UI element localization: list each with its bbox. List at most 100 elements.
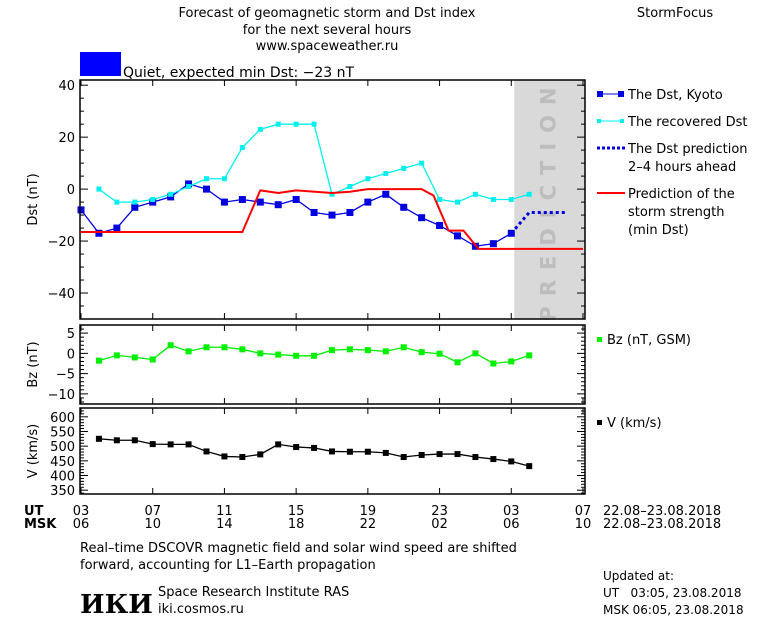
data-point-bz bbox=[508, 358, 515, 365]
title-line-2: for the next several hours bbox=[243, 23, 412, 38]
ut-tick-label: 07 bbox=[575, 504, 592, 519]
data-point-dst bbox=[436, 221, 444, 229]
data-point-recovered bbox=[257, 126, 263, 132]
data-point-dst bbox=[238, 196, 246, 203]
data-point-bz bbox=[472, 350, 479, 357]
data-point-recovered bbox=[419, 160, 425, 166]
legend-label: The Dst prediction bbox=[627, 142, 748, 157]
data-point-v bbox=[203, 448, 210, 455]
data-point-bz bbox=[293, 352, 300, 359]
data-point-bz bbox=[382, 348, 389, 355]
data-point-recovered bbox=[96, 186, 102, 192]
data-point-dst bbox=[167, 193, 175, 201]
msk-tick-label: 10 bbox=[144, 517, 161, 532]
y-tick-label: 350 bbox=[50, 484, 75, 499]
data-point-bz bbox=[131, 354, 138, 361]
y-axis-label: Dst (nT) bbox=[26, 173, 41, 225]
ut-tick-label: 11 bbox=[216, 504, 233, 519]
msk-tick-label: 06 bbox=[73, 517, 90, 532]
data-point-bz bbox=[113, 352, 120, 359]
data-point-v bbox=[526, 463, 533, 470]
brand-name: StormFocus bbox=[637, 6, 713, 21]
y-tick-label: −10 bbox=[48, 388, 75, 403]
data-point-v bbox=[293, 444, 300, 451]
title-line-3: www.spaceweather.ru bbox=[256, 39, 399, 54]
data-point-recovered bbox=[526, 191, 532, 197]
data-point-recovered bbox=[150, 197, 156, 202]
legend-item-v: V (km/s) bbox=[597, 416, 662, 431]
plot-frame bbox=[79, 407, 586, 495]
y-tick-label: −40 bbox=[48, 287, 75, 302]
institute-name: Space Research Institute RAS bbox=[158, 585, 349, 600]
title-line-1: Forecast of geomagnetic storm and Dst in… bbox=[178, 6, 475, 21]
legend-marker bbox=[597, 420, 602, 425]
data-point-dst bbox=[220, 198, 228, 206]
data-point-recovered bbox=[293, 121, 299, 127]
footnote-line-1: Real–time DSCOVR magnetic field and sola… bbox=[80, 541, 517, 556]
footer: Real–time DSCOVR magnetic field and sola… bbox=[80, 541, 744, 620]
legend-label: Bz (nT, GSM) bbox=[607, 333, 691, 348]
legend-label: storm strength bbox=[628, 205, 725, 220]
data-point-recovered bbox=[401, 165, 407, 171]
panel-dst: PREDICTION 40 20 0 −20 −40 Dst (nT) The Dst, Ky… bbox=[26, 77, 748, 321]
data-point-bz bbox=[203, 344, 210, 351]
legend-item-bz: Bz (nT, GSM) bbox=[597, 333, 691, 348]
data-point-recovered bbox=[204, 176, 209, 182]
data-point-dst bbox=[489, 240, 497, 248]
data-point-bz bbox=[95, 357, 102, 364]
data-point-dst bbox=[346, 208, 354, 216]
data-point-v bbox=[364, 448, 371, 455]
data-point-bz bbox=[149, 356, 156, 363]
legend-item-dst: The Dst, Kyoto bbox=[597, 88, 723, 103]
data-point-v bbox=[329, 448, 335, 455]
series-line-storm bbox=[81, 188, 583, 250]
data-point-dst bbox=[310, 208, 318, 216]
data-point-v bbox=[436, 451, 443, 458]
ut-tick-label: 07 bbox=[144, 504, 161, 519]
data-point-v bbox=[113, 437, 120, 444]
data-point-v bbox=[257, 451, 264, 458]
data-point-bz bbox=[418, 349, 425, 356]
data-point-v bbox=[346, 448, 353, 455]
data-point-dst bbox=[95, 229, 103, 237]
data-point-bz bbox=[185, 348, 192, 355]
ut-date-range: 22.08–23.08.2018 bbox=[603, 504, 721, 519]
legend-item-recovered: The recovered Dst bbox=[597, 115, 747, 130]
legend-marker bbox=[597, 337, 602, 342]
data-point-dst bbox=[418, 214, 426, 222]
data-point-recovered bbox=[490, 197, 496, 202]
y-tick-label: −20 bbox=[48, 235, 75, 250]
y-tick-label: 450 bbox=[50, 455, 75, 470]
data-point-dst bbox=[507, 229, 515, 237]
data-point-recovered bbox=[455, 199, 460, 205]
data-point-v bbox=[221, 453, 228, 460]
data-point-dst bbox=[149, 198, 157, 206]
status-swatch bbox=[80, 52, 121, 76]
data-point-bz bbox=[239, 346, 246, 353]
msk-tick-label: 06 bbox=[503, 517, 520, 532]
data-point-bz bbox=[400, 344, 407, 351]
data-point-dst bbox=[454, 232, 461, 240]
ut-tick-label: 03 bbox=[503, 504, 520, 519]
data-point-recovered bbox=[186, 184, 192, 190]
data-point-bz bbox=[257, 350, 264, 357]
y-tick-label: 600 bbox=[50, 411, 75, 426]
data-point-dst bbox=[185, 180, 193, 188]
data-point-recovered bbox=[437, 197, 443, 202]
legend-item-storm: Prediction of the storm strength (min Dst) bbox=[597, 187, 735, 238]
msk-label: MSK bbox=[24, 517, 57, 532]
msk-tick-label: 22 bbox=[360, 517, 377, 532]
x-axis-labels: UT MSK 22.08–23.08.2018 22.08–23.08.2018… bbox=[24, 504, 721, 532]
legend-label: 2–4 hours ahead bbox=[628, 160, 736, 175]
y-tick-label: −5 bbox=[56, 368, 75, 383]
y-axis-label: V (km/s) bbox=[26, 424, 41, 479]
data-point-bz bbox=[346, 346, 353, 353]
msk-tick-label: 10 bbox=[575, 517, 592, 532]
data-point-dst bbox=[274, 201, 282, 209]
data-point-bz bbox=[167, 342, 174, 349]
data-point-v bbox=[382, 449, 389, 456]
data-point-dst bbox=[292, 196, 300, 203]
data-point-recovered bbox=[329, 191, 335, 197]
